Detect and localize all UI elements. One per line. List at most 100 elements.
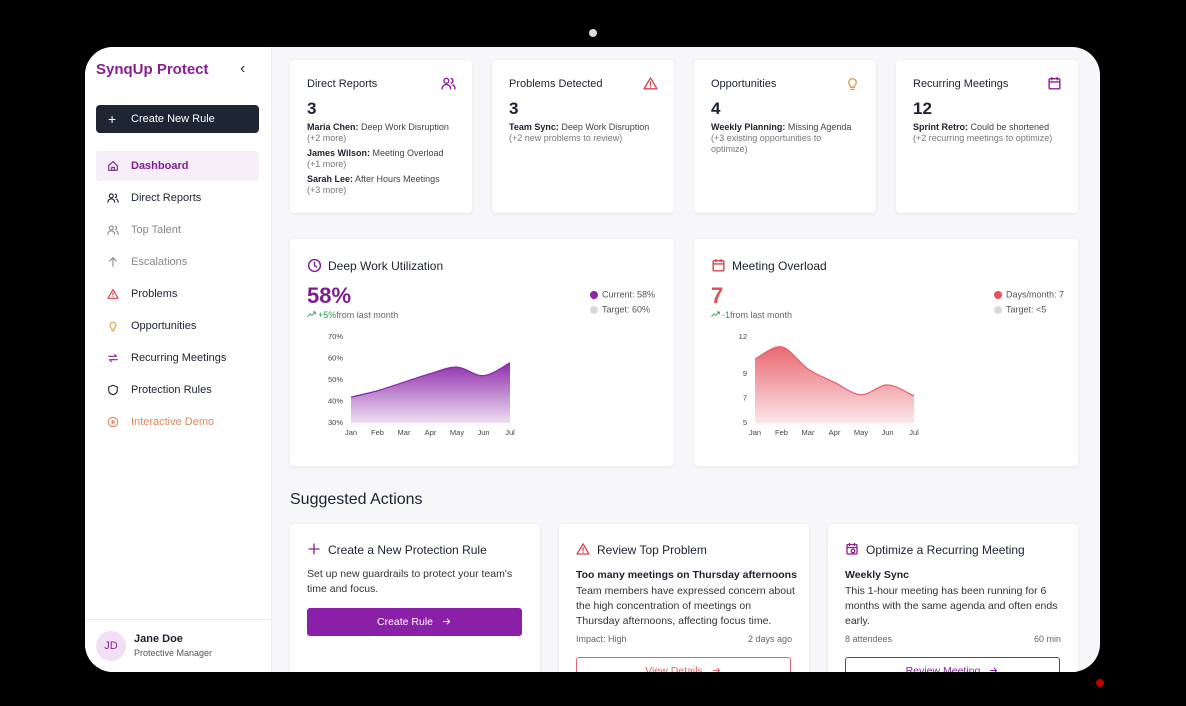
legend-label: Target: <5: [1006, 304, 1046, 314]
item-note: (+3 more): [307, 185, 347, 195]
change-value: +5%: [318, 310, 337, 320]
camera: [589, 29, 597, 37]
item-note: (+2 recurring meetings to optimize): [913, 133, 1053, 143]
icon: [576, 543, 590, 555]
panel-title: Meeting Overload: [732, 259, 827, 273]
icon: [107, 416, 119, 428]
chart: Current: 58% Target: 60% 30% 40% 50% 60% 70% Ja…: [328, 289, 655, 437]
stat-item: Sarah Lee: After Hours Meetings: [307, 174, 455, 185]
item-note: (+2 more): [307, 133, 347, 143]
chart-panel: Days/month: 7 Target: <5 5 7 9 12 Jan Feb Mar Apr…: [694, 239, 1078, 466]
icon: [108, 161, 118, 171]
icon: [307, 311, 316, 317]
nav-item[interactable]: Top Talent: [96, 215, 259, 245]
panel-value: 7: [711, 283, 724, 308]
button-label: View Details: [645, 665, 703, 672]
legend-label: Target: 60%: [602, 304, 650, 314]
create-rule-button[interactable]: + Create New Rule: [96, 105, 259, 133]
nav-label: Top Talent: [131, 224, 181, 236]
item-detail: After Hours Meetings: [355, 174, 440, 184]
panel-change: +5%from last month: [307, 310, 398, 320]
chart: Days/month: 7 Target: <5 5 7 9 12 Jan Feb Mar Apr…: [739, 289, 1064, 437]
user-role: Protective Manager: [134, 648, 213, 658]
nav-item[interactable]: Escalations: [96, 247, 259, 277]
meta-left: Impact: High: [576, 634, 627, 644]
x-tick-label: Feb: [775, 428, 788, 437]
stat-count: 12: [913, 99, 932, 118]
stat-card: Problems Detected 3 Team Sync: Deep Work D…: [492, 60, 674, 213]
item-detail: Meeting Overload: [372, 148, 444, 158]
meta-right: 60 min: [1033, 634, 1061, 644]
y-tick-label: 30%: [328, 418, 343, 427]
action-body: Team members have expressed concern abou…: [576, 585, 795, 627]
collapse-button[interactable]: ‹: [240, 60, 246, 77]
nav-item[interactable]: Recurring Meetings: [96, 343, 259, 373]
action-button[interactable]: Create Rule: [307, 608, 522, 636]
x-tick-label: Jun: [477, 428, 489, 437]
x-tick-label: Mar: [398, 428, 411, 437]
action-card: Create a New Protection Rule Set up new g…: [290, 524, 540, 672]
stat-card: Opportunities 4 Weekly Planning: Missing A…: [694, 60, 876, 213]
stat-item: Maria Chen: Deep Work Disruption: [307, 122, 455, 133]
item-label: Sarah Lee:: [307, 174, 354, 184]
action-subtitle: Weekly Sync: [845, 569, 910, 581]
button-label: Review Meeting: [905, 665, 981, 672]
brand: SynqUp Protect: [96, 61, 209, 78]
line: [754, 346, 915, 397]
action-title: Create a New Protection Rule: [328, 543, 487, 557]
nav-label: Dashboard: [131, 160, 189, 172]
nav-item[interactable]: Problems: [96, 279, 259, 309]
item-detail: Deep Work Disruption: [561, 122, 650, 132]
legend-dot: [994, 306, 1002, 314]
action-button[interactable]: View Details: [576, 657, 791, 672]
nav-label: Interactive Demo: [131, 416, 215, 428]
icon: [307, 258, 322, 273]
nav-item[interactable]: Interactive Demo: [96, 407, 259, 437]
y-tick-label: 60%: [328, 353, 343, 362]
nav-item[interactable]: Opportunities: [96, 311, 259, 341]
nav-label: Recurring Meetings: [131, 352, 227, 364]
action-card: Optimize a Recurring Meeting Weekly Sync T…: [828, 524, 1078, 672]
icon: [712, 258, 725, 272]
icon: [108, 354, 118, 362]
icon: [712, 667, 720, 672]
nav-label: Protection Rules: [131, 384, 212, 396]
stat-item: James Wilson: Meeting Overload: [307, 148, 455, 159]
y-tick-label: 70%: [328, 332, 343, 341]
legend-label: Current: 58%: [602, 289, 655, 299]
nav-label: Escalations: [131, 256, 188, 268]
stat-item: Weekly Planning: Missing Agenda: [711, 122, 859, 133]
action-title: Review Top Problem: [597, 543, 707, 557]
indicator: [1096, 679, 1104, 687]
nav-item[interactable]: Dashboard: [96, 151, 259, 181]
stat-card: Direct Reports 3 Maria Chen: Deep Work Dis…: [290, 60, 472, 213]
item-note: (+1 more): [307, 159, 347, 169]
x-tick-label: Jun: [881, 428, 893, 437]
meta-left: 8 attendees: [845, 634, 893, 644]
chart-panel: Current: 58% Target: 60% 30% 40% 50% 60% 70% Ja…: [290, 239, 674, 466]
meta-right: 2 days ago: [747, 634, 792, 644]
item-label: Team Sync:: [509, 122, 559, 132]
stat-item: Sprint Retro: Could be shortened: [913, 122, 1061, 133]
icon: [990, 667, 998, 672]
nav-item[interactable]: Direct Reports: [96, 183, 259, 213]
item-note: (+3 existing opportunities to optimize): [711, 133, 822, 154]
nav-item[interactable]: Protection Rules: [96, 375, 259, 405]
icon: [108, 384, 118, 396]
stat-item: Team Sync: Deep Work Disruption: [509, 122, 657, 133]
stat-count: 3: [307, 99, 317, 118]
stat-title: Recurring Meetings: [913, 78, 1009, 90]
button-label: Create New Rule: [131, 113, 215, 125]
y-tick-label: 5: [743, 418, 747, 427]
area: [351, 362, 510, 423]
action-button[interactable]: Review Meeting: [845, 657, 1060, 672]
stat-count: 3: [509, 99, 519, 118]
icon: [1048, 76, 1061, 90]
icon: [109, 257, 117, 267]
stat-card: Recurring Meetings 12 Sprint Retro: Could …: [896, 60, 1078, 213]
x-tick-label: May: [450, 428, 464, 437]
icon: [107, 288, 119, 299]
action-card: Review Top Problem Too many meetings on T…: [559, 524, 809, 672]
change-suffix: from last month: [336, 310, 399, 320]
